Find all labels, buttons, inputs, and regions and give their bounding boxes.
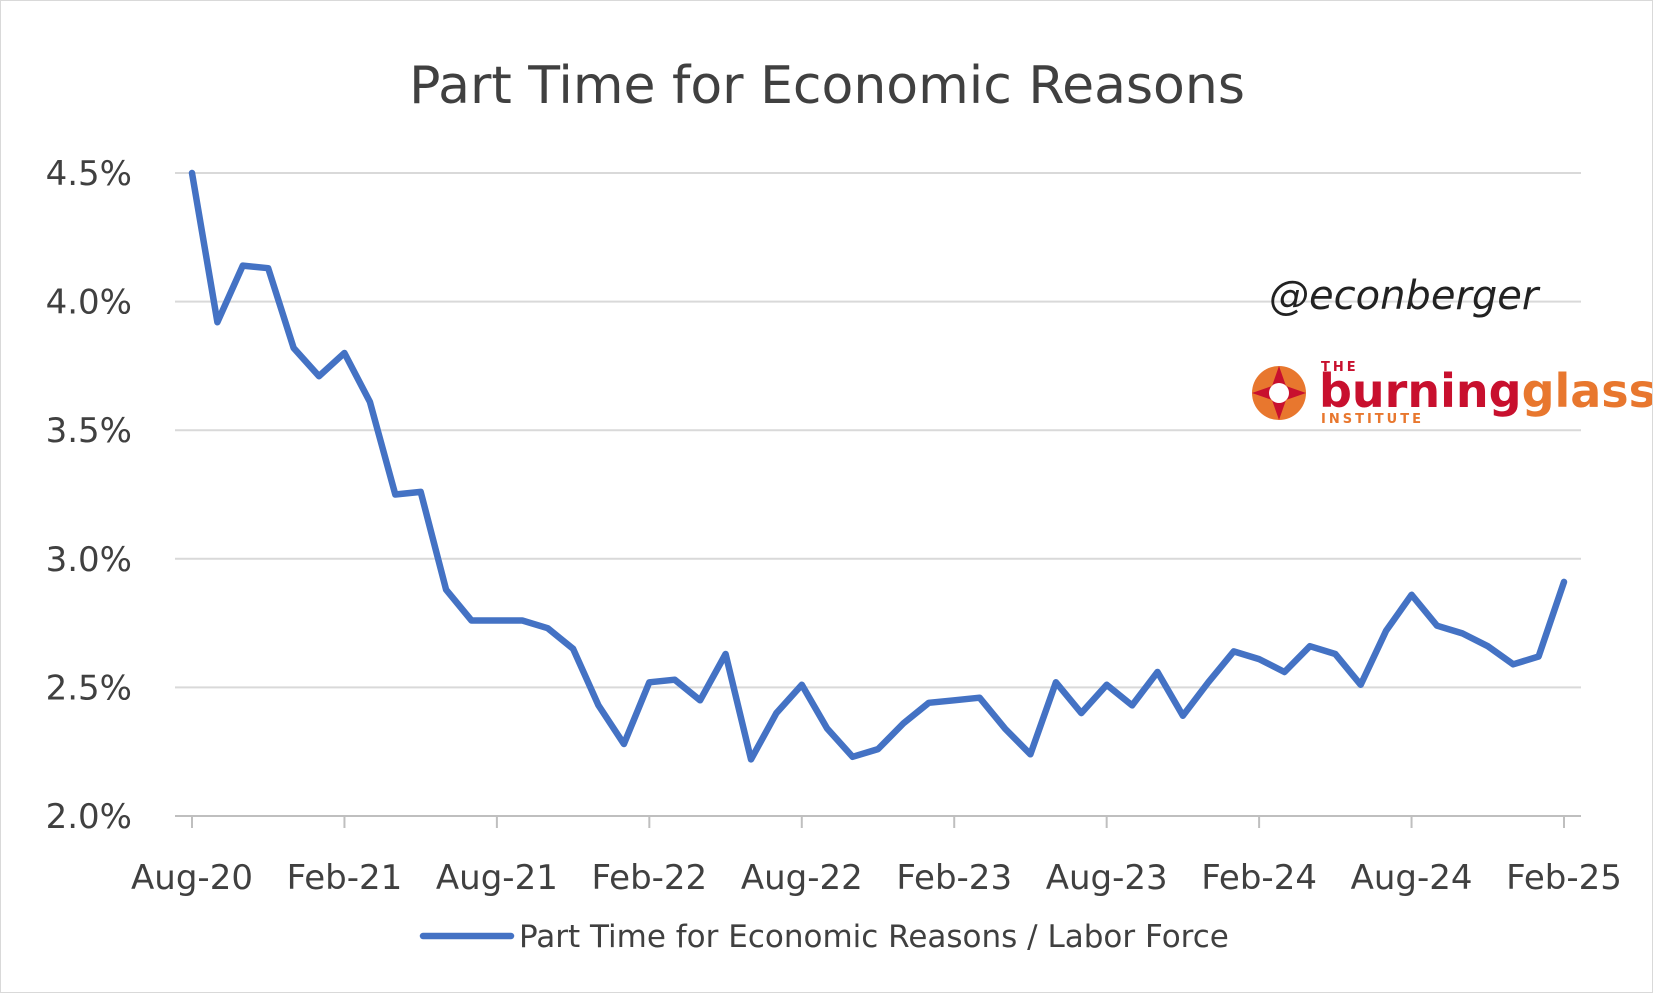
legend-label: Part Time for Economic Reasons / Labor F… xyxy=(519,919,1229,955)
data-point xyxy=(951,697,957,703)
data-point xyxy=(596,702,602,708)
x-tick-label: Feb-21 xyxy=(287,858,403,898)
data-point xyxy=(824,726,830,732)
data-point xyxy=(1409,592,1415,598)
y-axis-tick-labels: 2.0% 2.5% 3.0% 3.5% 4.0% 4.5% xyxy=(46,154,132,837)
data-point xyxy=(1332,651,1338,657)
data-point xyxy=(1027,751,1033,757)
x-axis xyxy=(175,815,1581,828)
data-point xyxy=(1078,710,1084,716)
data-point xyxy=(392,492,398,498)
x-tick-label: Aug-23 xyxy=(1046,858,1168,898)
data-point xyxy=(570,646,576,652)
data-point xyxy=(875,746,881,752)
y-tick-label: 2.5% xyxy=(46,668,132,708)
data-point xyxy=(443,587,449,593)
x-tick-label: Aug-21 xyxy=(436,858,558,898)
data-point xyxy=(977,695,983,701)
data-point xyxy=(545,625,551,631)
logo-word-burning: burningglass xyxy=(1319,364,1652,418)
data-point xyxy=(367,399,373,405)
data-point xyxy=(240,263,246,269)
series-line xyxy=(188,169,1568,763)
y-tick-label: 3.5% xyxy=(46,411,132,451)
data-point xyxy=(672,677,678,683)
data-point xyxy=(1002,726,1008,732)
x-tick-label: Feb-24 xyxy=(1201,858,1317,898)
burning-glass-logo: THE burningglass INSTITUTE xyxy=(1252,360,1653,427)
data-point xyxy=(1307,643,1313,649)
data-point xyxy=(1510,661,1516,667)
logo-sub: INSTITUTE xyxy=(1321,412,1424,427)
x-tick-label: Feb-25 xyxy=(1506,858,1622,898)
data-point xyxy=(850,754,856,760)
x-tick-label: Aug-20 xyxy=(131,858,253,898)
data-point xyxy=(723,651,729,657)
data-point xyxy=(1561,579,1567,585)
data-point xyxy=(697,697,703,703)
x-tick-label: Aug-22 xyxy=(741,858,863,898)
data-point xyxy=(1485,643,1491,649)
y-tick-label: 3.0% xyxy=(46,540,132,580)
x-tick-label: Feb-22 xyxy=(591,858,707,898)
data-point xyxy=(468,618,474,624)
data-point xyxy=(265,265,271,271)
data-point xyxy=(519,618,525,624)
data-point xyxy=(1104,682,1110,688)
y-tick-label: 4.0% xyxy=(46,283,132,323)
data-point xyxy=(1383,628,1389,634)
data-point xyxy=(900,720,906,726)
data-point xyxy=(621,741,627,747)
data-point xyxy=(418,489,424,495)
credit-handle: @econberger xyxy=(1269,273,1541,319)
data-point xyxy=(748,756,754,762)
data-point xyxy=(1129,702,1135,708)
data-point xyxy=(1282,669,1288,675)
data-point xyxy=(494,618,500,624)
chart-title: Part Time for Economic Reasons xyxy=(409,56,1245,116)
data-point xyxy=(1459,630,1465,636)
data-point xyxy=(1256,656,1262,662)
gridlines xyxy=(175,172,1581,689)
logo-center-icon xyxy=(1269,383,1289,403)
logo-pre: THE xyxy=(1321,360,1359,375)
data-point xyxy=(773,710,779,716)
y-tick-label: 2.0% xyxy=(46,797,132,837)
data-point xyxy=(214,319,220,325)
data-point xyxy=(646,679,652,685)
data-point xyxy=(1231,648,1237,654)
data-point xyxy=(341,350,347,356)
x-tick-label: Aug-24 xyxy=(1351,858,1473,898)
data-point xyxy=(1205,679,1211,685)
data-point xyxy=(1358,682,1364,688)
data-point xyxy=(1053,679,1059,685)
data-point xyxy=(1180,713,1186,719)
data-point xyxy=(189,170,195,176)
x-axis-tick-labels: Aug-20 Feb-21 Aug-21 Feb-22 Aug-22 Feb-23 Aug-… xyxy=(131,858,1622,898)
legend: Part Time for Economic Reasons / Labor F… xyxy=(419,919,1229,955)
data-point xyxy=(926,700,932,706)
data-point xyxy=(1536,654,1542,660)
data-point xyxy=(316,373,322,379)
data-point xyxy=(799,682,805,688)
data-points xyxy=(189,170,1567,762)
y-tick-label: 4.5% xyxy=(46,154,132,194)
data-point xyxy=(291,345,297,351)
data-point xyxy=(1154,669,1160,675)
data-point xyxy=(1434,623,1440,629)
logo-word-glass: glass xyxy=(1522,364,1652,418)
x-tick-label: Feb-23 xyxy=(896,858,1012,898)
